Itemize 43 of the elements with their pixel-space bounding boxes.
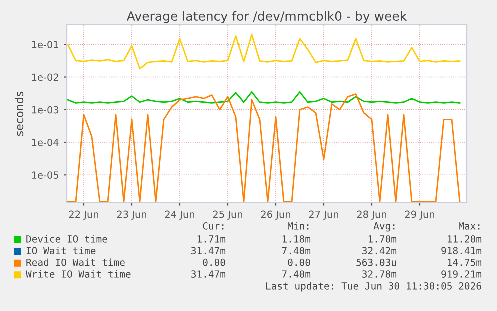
text: 0.00 bbox=[288, 258, 310, 266]
text: 32.78m bbox=[362, 270, 397, 278]
text: 563.03u bbox=[356, 258, 396, 266]
x-tick-label: 26 Jun bbox=[261, 210, 290, 220]
y-tick-label: 1e-01 bbox=[32, 41, 58, 48]
text: 7.40m bbox=[282, 270, 311, 278]
y-tick-label: 1e-03 bbox=[32, 106, 59, 114]
x-tick-label: 24 Jun bbox=[165, 210, 194, 220]
text: Avg: bbox=[374, 222, 395, 232]
y-tick-label: 1e-02 bbox=[32, 74, 58, 82]
text: 7.40m bbox=[282, 247, 311, 255]
text: 1.18m bbox=[282, 235, 311, 243]
legend-label: Device IO time bbox=[26, 235, 108, 243]
x-tick-label: 28 Jun bbox=[357, 210, 386, 220]
x-tick-label: 25 Jun bbox=[213, 210, 242, 220]
text: Max: bbox=[458, 222, 480, 230]
x-tick-label: 29 Jun bbox=[405, 210, 434, 220]
text: 11.20m bbox=[448, 235, 482, 243]
y-tick-label: 1e-05 bbox=[32, 172, 59, 179]
y-axis-title: seconds bbox=[15, 92, 24, 136]
text: 1.70m bbox=[368, 235, 397, 243]
text: 32.42m bbox=[362, 247, 397, 255]
text: Last update: Tue Jun 30 11:30:05 2026 bbox=[266, 282, 482, 292]
x-tick-label: 22 Jun bbox=[69, 210, 98, 220]
text: 31.47m bbox=[192, 270, 226, 278]
legend-label: Read IO Wait time bbox=[26, 258, 125, 266]
x-tick-label: 27 Jun bbox=[309, 210, 338, 220]
text: Min: bbox=[288, 222, 309, 230]
text: 0.00 bbox=[203, 258, 226, 266]
text: 14.75m bbox=[448, 259, 482, 266]
legend-label: IO Wait time bbox=[26, 247, 96, 255]
text: 1.71m bbox=[198, 236, 226, 243]
text: 918.41m bbox=[442, 247, 482, 255]
x-tick-label: 23 Jun bbox=[117, 210, 146, 220]
text: 31.47m bbox=[192, 247, 226, 255]
line-series bbox=[67, 91, 461, 104]
line-series bbox=[67, 34, 461, 70]
legend-label: Write IO Wait time bbox=[26, 270, 131, 278]
text: 919.21m bbox=[442, 270, 482, 278]
text: Cur: bbox=[203, 222, 224, 230]
chart-title: Average latency for /dev/mmcblk0 - by week bbox=[126, 11, 408, 24]
y-tick-label: 1e-04 bbox=[32, 138, 59, 146]
line-series bbox=[67, 94, 461, 203]
